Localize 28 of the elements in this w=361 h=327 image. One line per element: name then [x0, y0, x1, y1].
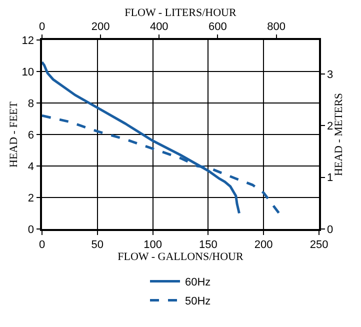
y-tick-label: 10	[22, 66, 34, 78]
x2-tick-label: 0	[38, 20, 46, 33]
x2-tick-label: 200	[91, 20, 110, 33]
x2-axis-title: FLOW - LITERS/HOUR	[124, 7, 237, 19]
legend-label: 50Hz	[185, 296, 211, 308]
y2-tick-label: 3	[326, 68, 334, 81]
y2-tick-label: 1	[326, 172, 334, 184]
x2-tick-label: 800	[267, 20, 286, 33]
y2-tick-label: 0	[326, 224, 334, 236]
y-axis-title: HEAD - FEET	[8, 101, 20, 168]
y-tick-label: 12	[22, 34, 34, 47]
x-tick-label: 0	[38, 238, 46, 251]
x2-tick-label: 600	[208, 20, 227, 33]
x-tick-label: 150	[199, 238, 218, 251]
x-tick-label: 200	[254, 238, 273, 251]
x-tick-label: 250	[310, 238, 328, 251]
x-tick-label: 50	[91, 238, 104, 251]
y-tick-label: 4	[28, 160, 34, 173]
x2-tick-label: 400	[150, 20, 168, 33]
y-tick-label: 0	[28, 224, 34, 236]
y-tick-label: 8	[28, 98, 34, 110]
x-tick-label: 100	[144, 238, 162, 251]
y-tick-label: 6	[28, 129, 34, 142]
legend-label: 60Hz	[185, 276, 211, 289]
y-tick-label: 2	[28, 192, 34, 204]
y2-tick-label: 2	[326, 120, 334, 133]
y2-axis-title: HEAD - METERS	[333, 92, 346, 176]
x-axis-title: FLOW - GALLONS/HOUR	[118, 250, 244, 263]
